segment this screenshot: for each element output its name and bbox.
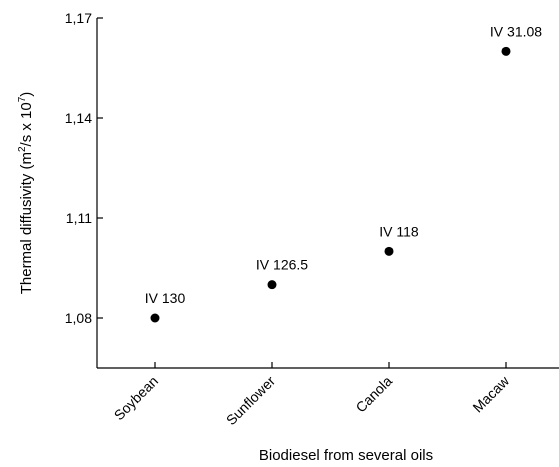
x-ticks: Soybean Sunflower Canola Macaw xyxy=(111,362,513,428)
point-annotation: IV 118 xyxy=(379,223,419,239)
data-point xyxy=(384,246,394,256)
y-tick-label: 1,14 xyxy=(65,110,92,126)
y-axis-title-part2: /s x 10 xyxy=(18,102,35,146)
x-tick-label: Soybean xyxy=(111,373,161,423)
y-axis-title-part3: ) xyxy=(18,92,35,97)
point-annotation: IV 126.5 xyxy=(256,257,308,273)
y-tick-label: 1,08 xyxy=(65,310,92,326)
y-axis-title: Thermal diffusivity (m2/s x 107) xyxy=(17,92,35,295)
x-tick-label: Canola xyxy=(352,373,395,416)
data-point xyxy=(150,313,160,323)
x-axis-title: Biodiesel from several oils xyxy=(259,447,433,464)
y-ticks: 1,08 1,11 1,14 1,17 xyxy=(65,10,103,326)
data-point xyxy=(501,46,511,56)
y-tick-label: 1,17 xyxy=(65,10,92,26)
y-axis-title-sup2: 7 xyxy=(17,96,28,102)
point-annotation: IV 31.08 xyxy=(490,23,542,39)
y-axis-title-sup1: 2 xyxy=(17,146,28,152)
point-annotation: IV 130 xyxy=(145,290,186,306)
data-points xyxy=(150,46,511,323)
y-axis-title-part1: Thermal diffusivity (m xyxy=(18,152,35,294)
x-tick-label: Sunflower xyxy=(223,373,279,429)
point-annotations: IV 130 IV 126.5 IV 118 IV 31.08 xyxy=(145,23,543,306)
x-tick-label: Macaw xyxy=(469,372,512,415)
data-point xyxy=(267,280,277,290)
y-tick-label: 1,11 xyxy=(66,210,92,226)
